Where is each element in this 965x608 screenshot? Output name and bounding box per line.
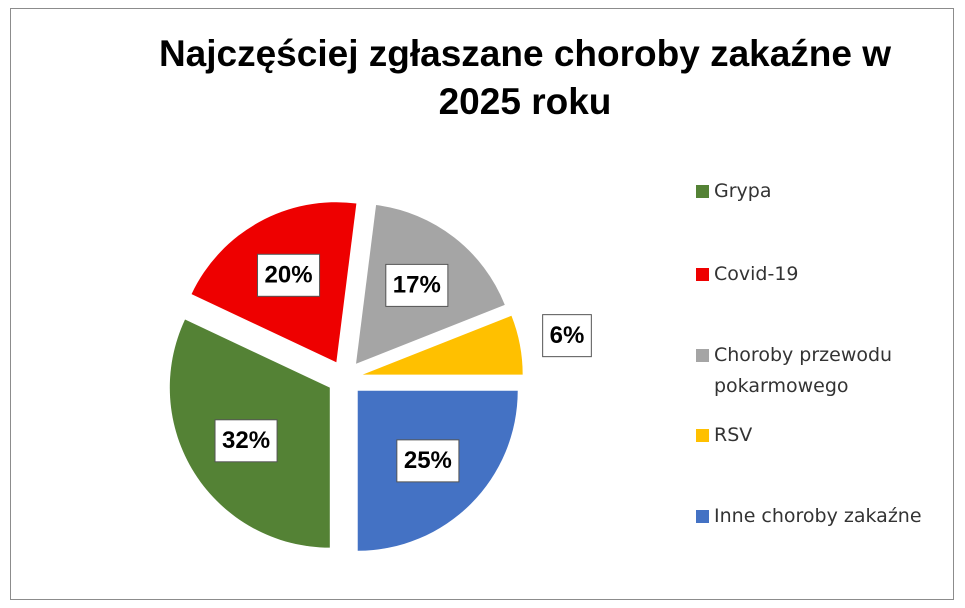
chart-frame <box>10 8 954 600</box>
data-label-box <box>257 253 321 297</box>
legend-item: Covid-19 <box>696 259 946 290</box>
legend-label: Choroby przewodu pokarmowego <box>714 344 893 397</box>
data-label: 32% <box>222 427 270 454</box>
data-label: 20% <box>265 262 313 289</box>
legend-swatch <box>696 349 709 362</box>
pie-slice <box>362 315 523 375</box>
data-label: 6% <box>550 322 585 349</box>
legend-label: RSV <box>714 424 753 446</box>
legend-swatch <box>696 185 709 198</box>
legend-swatch <box>696 268 709 281</box>
data-label: 17% <box>393 272 441 299</box>
chart-title: Najczęściej zgłaszane choroby zakaźne w … <box>158 33 892 122</box>
legend-label: Covid-19 <box>714 263 799 285</box>
legend-item: Choroby przewodu pokarmowego <box>696 340 946 402</box>
legend-item: RSV <box>696 420 946 451</box>
legend-item: Inne choroby zakaźne <box>696 501 946 532</box>
legend-item: Grypa <box>696 176 946 207</box>
data-label-box <box>396 439 460 483</box>
legend-label: Grypa <box>714 180 772 202</box>
legend-swatch <box>696 510 709 523</box>
data-label: 25% <box>404 447 452 474</box>
data-label-box <box>542 314 592 358</box>
data-label-box <box>385 263 449 307</box>
legend-swatch <box>696 429 709 442</box>
legend-label: Inne choroby zakaźne <box>714 505 922 527</box>
data-label-box <box>214 419 278 463</box>
